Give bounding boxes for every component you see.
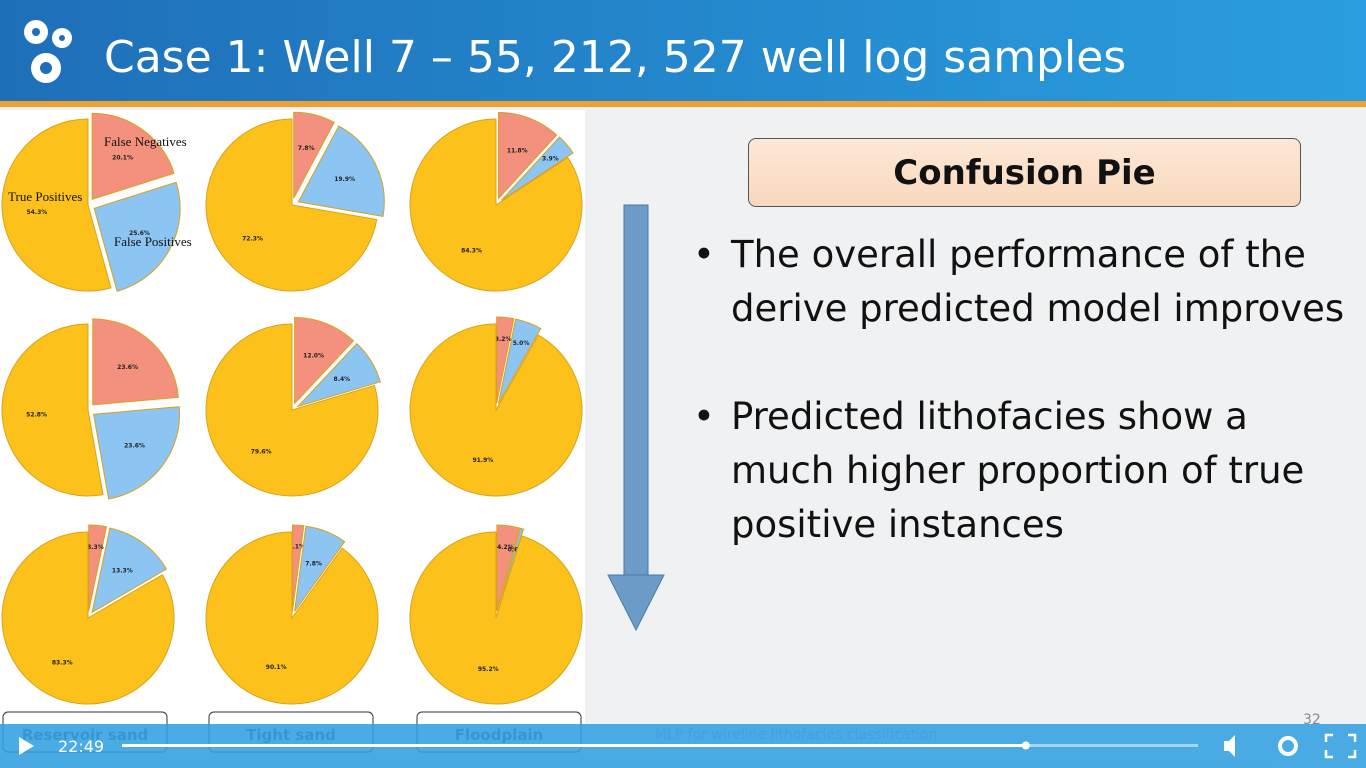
slice-label: 2.1% — [288, 544, 305, 551]
slice-label: 23.6% — [124, 443, 145, 450]
slice-label: 95.2% — [478, 666, 499, 673]
category-label: False Positives — [114, 234, 192, 249]
slice-label: 3.9% — [542, 156, 559, 163]
slice-label: 23.6% — [117, 364, 138, 371]
slice-label: 7.8% — [305, 561, 322, 568]
pie-slice — [496, 524, 520, 612]
pie-slice — [205, 323, 379, 497]
fullscreen-button[interactable] — [1324, 733, 1357, 759]
slide-title: Case 1: Well 7 – 55, 212, 527 well log s… — [104, 32, 1127, 83]
slice-label: 7.8% — [298, 145, 315, 152]
slice-label: 5.0% — [513, 340, 530, 347]
slice-label: 3.3% — [87, 544, 104, 551]
pie-slice — [409, 531, 583, 705]
pie-slice — [205, 531, 379, 705]
pie-slice — [294, 525, 346, 612]
progress-knob[interactable] — [1021, 741, 1030, 750]
pie-slice — [92, 318, 179, 406]
header-rule — [0, 101, 1366, 107]
slice-label: 4.2% — [497, 544, 514, 551]
pie-slice — [498, 111, 558, 200]
time: 22:49 — [58, 737, 104, 756]
category-label: False Negatives — [104, 134, 187, 149]
pie-slice — [88, 524, 108, 612]
pie-slice — [500, 136, 574, 201]
pie-slice — [93, 181, 181, 292]
progress-fill — [122, 744, 1026, 747]
slice-label: 8.4% — [334, 376, 351, 383]
down-arrow — [607, 204, 665, 632]
gear-icon — [24, 20, 72, 83]
bullet: Predicted lithofacies show a much higher… — [693, 390, 1351, 552]
slice-label: 12.0% — [303, 353, 324, 360]
slice-label: 25.6% — [129, 230, 150, 237]
slice-label: 52.8% — [26, 412, 47, 419]
pie-slice — [1, 118, 112, 292]
pie-slice — [409, 118, 583, 292]
header-band — [0, 0, 1366, 103]
volume-button[interactable] — [1224, 735, 1235, 757]
pie-slice — [409, 323, 583, 497]
pie-slice — [496, 316, 515, 404]
slice-label: 19.9% — [334, 176, 355, 183]
slice-label: 3.2% — [495, 336, 512, 343]
pie-slice — [1, 531, 175, 705]
slice-label: 84.3% — [461, 247, 482, 254]
play-button[interactable] — [19, 737, 34, 755]
slice-label: 83.3% — [52, 660, 73, 667]
pie-slice — [205, 118, 378, 292]
panel-title: Confusion Pie — [748, 138, 1301, 207]
slice-label: 13.3% — [112, 568, 133, 575]
slice-label: 91.9% — [472, 457, 493, 464]
pie-slice — [1, 323, 104, 497]
pie-slice — [296, 342, 382, 408]
slice-label: 11.8% — [507, 147, 528, 154]
bullet: The overall performance of the derive pr… — [693, 228, 1351, 336]
settings-button[interactable] — [1278, 736, 1298, 756]
slice-label: 72.3% — [242, 235, 263, 242]
pie-slice — [497, 318, 542, 404]
pie-slice — [291, 524, 305, 612]
slice-label: 20.1% — [112, 155, 133, 162]
pie-slice — [92, 406, 181, 500]
slice-label: 54.3% — [26, 209, 47, 216]
slice-label: 90.1% — [266, 664, 287, 671]
pie-slice — [297, 125, 385, 218]
pie-slice — [91, 527, 168, 614]
pie-slice — [294, 316, 355, 405]
category-label: True Positives — [8, 189, 82, 204]
slice-label: 0.6% — [508, 546, 525, 553]
pie-slice — [91, 112, 175, 201]
slice-label: 79.6% — [251, 448, 272, 455]
pie-slice — [293, 111, 335, 199]
